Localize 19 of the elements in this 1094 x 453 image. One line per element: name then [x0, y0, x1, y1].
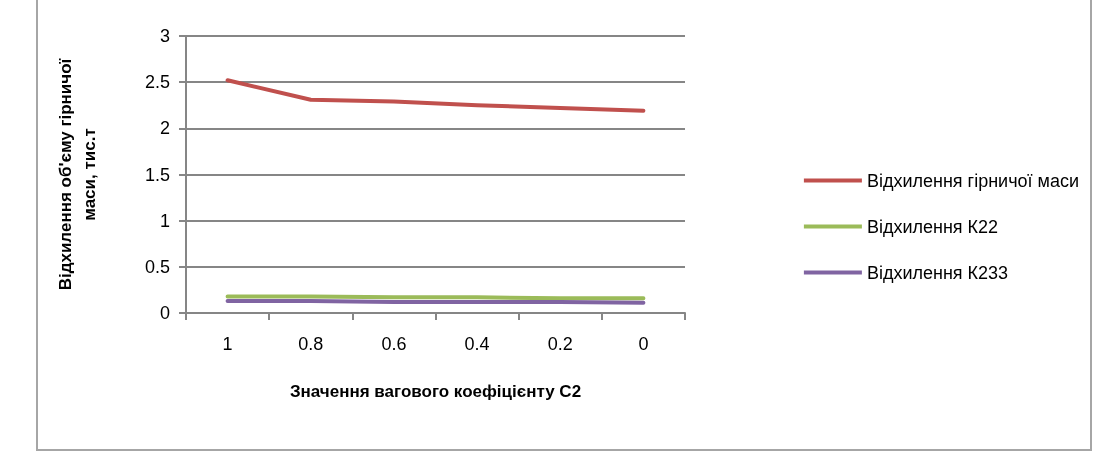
y-tick-label: 1.5 — [144, 164, 170, 185]
legend-label: Відхилення К233 — [866, 262, 1009, 283]
y-tick-label: 2 — [159, 118, 170, 139]
x-tick-label: 0.2 — [547, 334, 573, 354]
x-axis-title: Значення вагового коефіцієнту С2 — [289, 382, 582, 401]
legend-label: Відхилення К22 — [866, 216, 999, 237]
x-tick-label: 0 — [638, 334, 649, 354]
legend-label: Відхилення гірничої маси — [866, 170, 1079, 191]
x-tick-label: 0.4 — [464, 334, 490, 354]
y-tick-label: 0.5 — [144, 256, 170, 277]
x-tick-label: 0.6 — [381, 334, 407, 354]
y-tick-label: 0 — [159, 303, 170, 323]
y-tick-label: 2.5 — [144, 72, 170, 93]
x-tick-label: 1 — [222, 334, 233, 354]
x-tick-label: 0.8 — [298, 334, 324, 354]
line-series — [225, 78, 646, 113]
y-tick-label: 3 — [159, 26, 170, 46]
y-axis-title: Відхилення об'єму гірничої маси, тис.т — [55, 57, 99, 291]
y-tick-label: 1 — [159, 210, 170, 231]
